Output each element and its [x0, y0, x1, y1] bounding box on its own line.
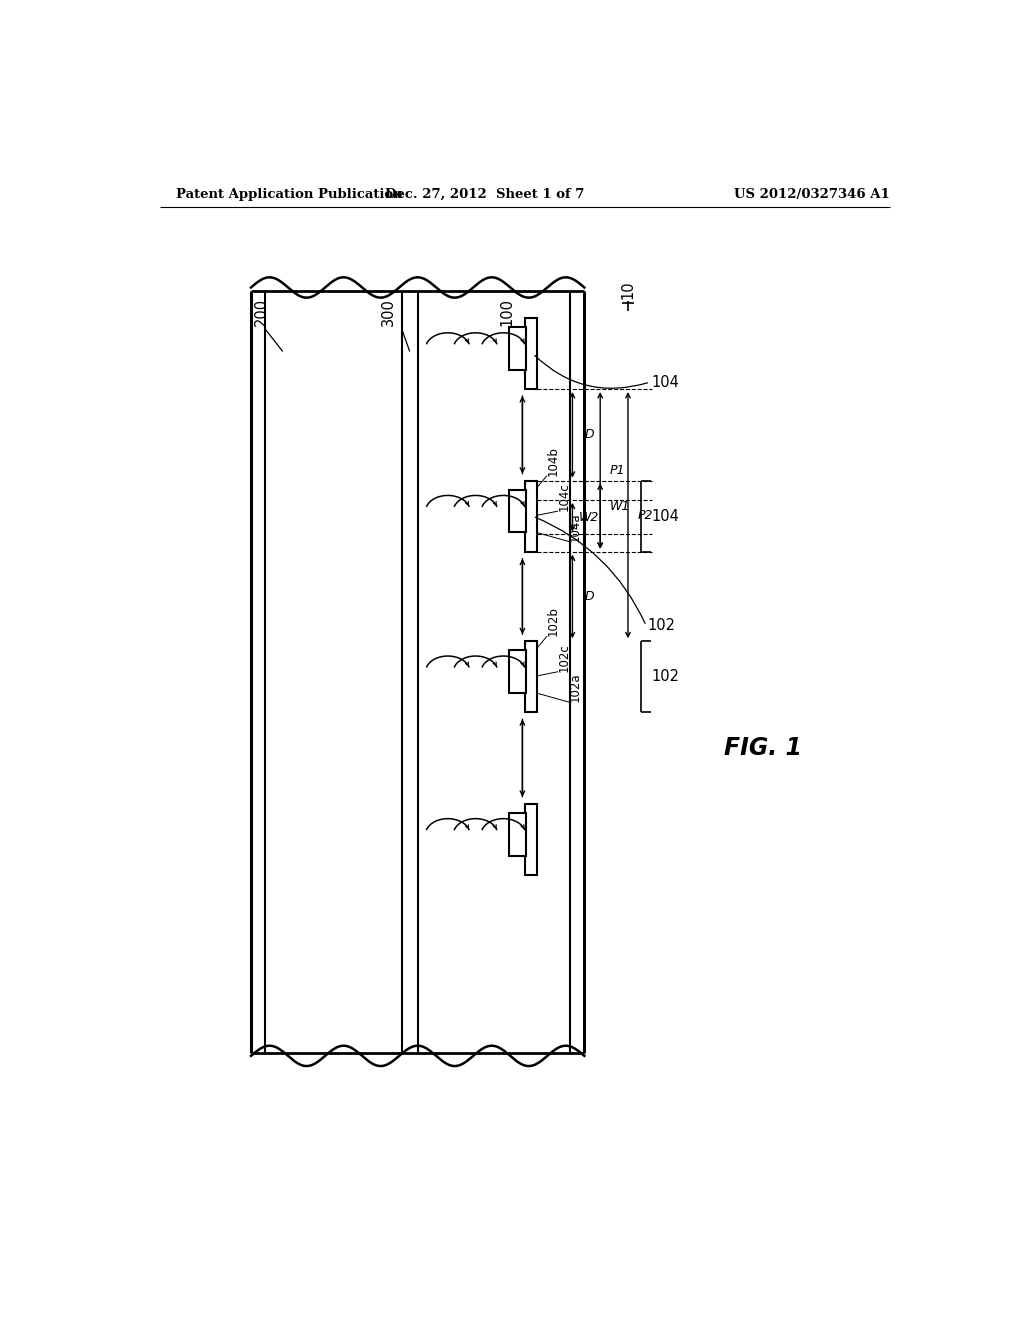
Text: 102a: 102a: [568, 673, 582, 702]
Bar: [509, 327, 526, 370]
Text: 104: 104: [652, 508, 680, 524]
Text: D: D: [585, 590, 594, 603]
Text: 104b: 104b: [546, 446, 559, 475]
Text: 100: 100: [500, 298, 515, 326]
Text: 300: 300: [381, 298, 396, 326]
Text: 104c: 104c: [557, 482, 570, 511]
Text: W2: W2: [579, 511, 599, 524]
Text: 10: 10: [621, 280, 636, 298]
Text: 102: 102: [652, 669, 680, 684]
Text: 102: 102: [648, 619, 676, 634]
Text: 102b: 102b: [546, 606, 559, 636]
Bar: [509, 813, 526, 855]
Text: US 2012/0327346 A1: US 2012/0327346 A1: [734, 187, 890, 201]
Text: D: D: [585, 429, 594, 441]
Text: W1: W1: [609, 499, 630, 512]
Bar: [524, 804, 537, 875]
Text: 200: 200: [254, 298, 269, 326]
Text: 102c: 102c: [557, 643, 570, 672]
Bar: [509, 651, 526, 693]
Bar: [509, 490, 526, 532]
Bar: [524, 642, 537, 713]
Bar: [524, 318, 537, 389]
Text: 104: 104: [652, 375, 680, 389]
Bar: [524, 480, 537, 552]
Text: P1: P1: [609, 463, 626, 477]
Text: Patent Application Publication: Patent Application Publication: [176, 187, 402, 201]
Text: P2: P2: [638, 508, 653, 521]
Text: Dec. 27, 2012  Sheet 1 of 7: Dec. 27, 2012 Sheet 1 of 7: [385, 187, 585, 201]
Text: FIG. 1: FIG. 1: [724, 737, 802, 760]
Text: 104a: 104a: [568, 512, 582, 541]
